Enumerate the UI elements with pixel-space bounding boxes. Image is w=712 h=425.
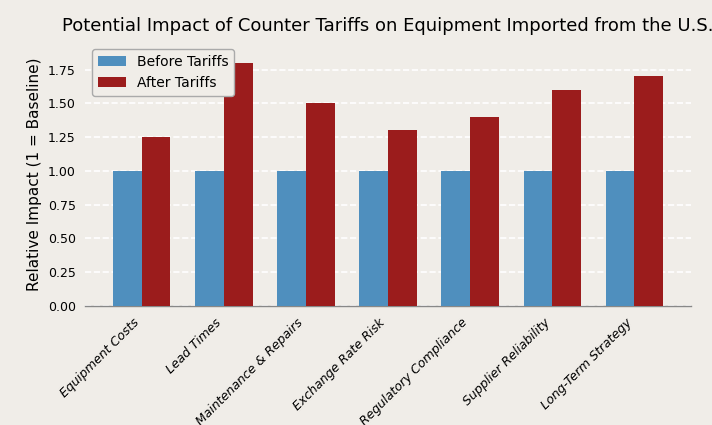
Bar [142,137,170,306]
Y-axis label: Relative Impact (1 = Baseline): Relative Impact (1 = Baseline) [27,57,42,291]
Title: Potential Impact of Counter Tariffs on Equipment Imported from the U.S.: Potential Impact of Counter Tariffs on E… [62,17,712,35]
Bar [277,171,306,306]
Bar [388,130,417,306]
Legend: Before Tariffs, After Tariffs: Before Tariffs, After Tariffs [93,49,234,96]
Bar [606,171,634,306]
Bar [470,117,499,306]
Bar [441,171,470,306]
Bar [113,171,142,306]
Bar [360,171,388,306]
Bar [553,90,581,306]
Bar [306,103,335,306]
Bar [224,63,253,306]
Bar [634,76,663,306]
Bar [195,171,224,306]
Bar [523,171,553,306]
